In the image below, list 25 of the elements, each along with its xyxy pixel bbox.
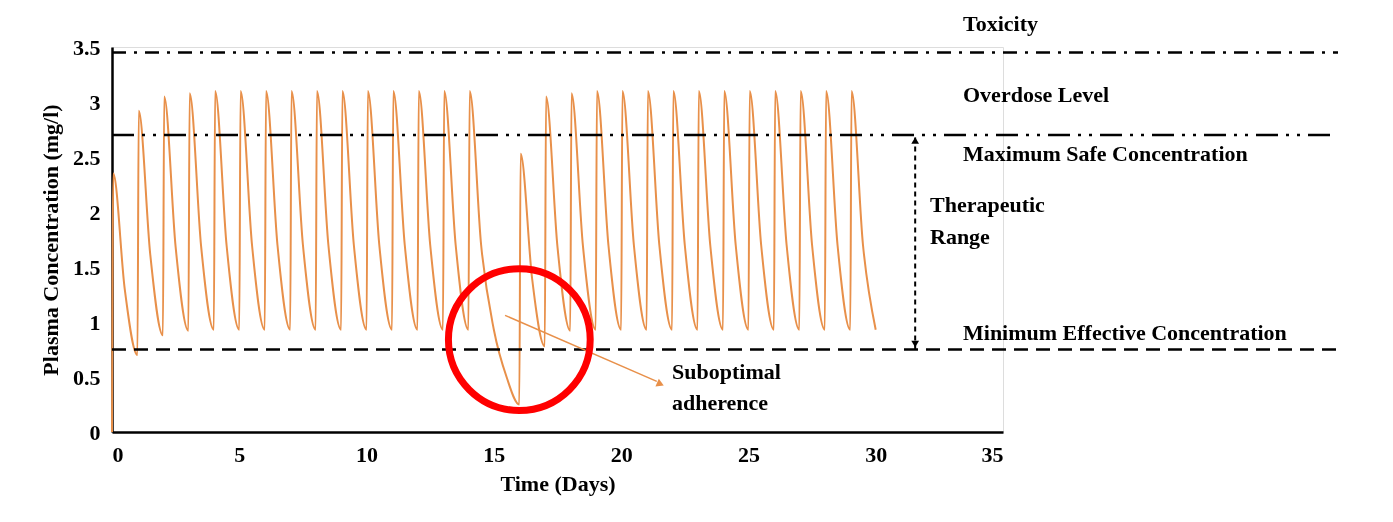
y-tick-label: 2 [89,199,101,225]
ref-line-label: Maximum Safe Concentration [963,141,1248,166]
x-axis-title: Time (Days) [500,470,616,496]
x-tick-label: 5 [234,441,246,467]
y-tick-label: 1.5 [73,254,101,280]
x-tick-label: 20 [610,441,633,467]
x-tick-label: 0 [112,441,124,467]
y-axis-title: Plasma Concentration (mg/l) [38,104,63,376]
x-tick-label: 15 [483,441,506,467]
y-tick-label: 0.5 [73,364,101,390]
x-tick-label: 25 [737,441,760,467]
y-tick-label: 0 [89,419,101,445]
annotation: Therapeutic Range [930,192,1046,250]
y-tick-label: 3.5 [73,34,101,60]
ref-line-label: Toxicity [963,10,1038,36]
ref-line-label: Minimum Effective Concentration [963,319,1287,345]
x-tick-label: 35 [981,441,1004,467]
y-tick-label: 3 [89,89,101,115]
annotation: Suboptimal adherence [672,358,781,415]
line-series [111,90,877,433]
y-tick-label: 2.5 [73,144,101,170]
x-tick-label: 10 [356,441,379,467]
y-tick-label: 1 [89,309,101,335]
annotation: Overdose Level [963,82,1110,108]
x-tick-label: 30 [865,441,888,467]
